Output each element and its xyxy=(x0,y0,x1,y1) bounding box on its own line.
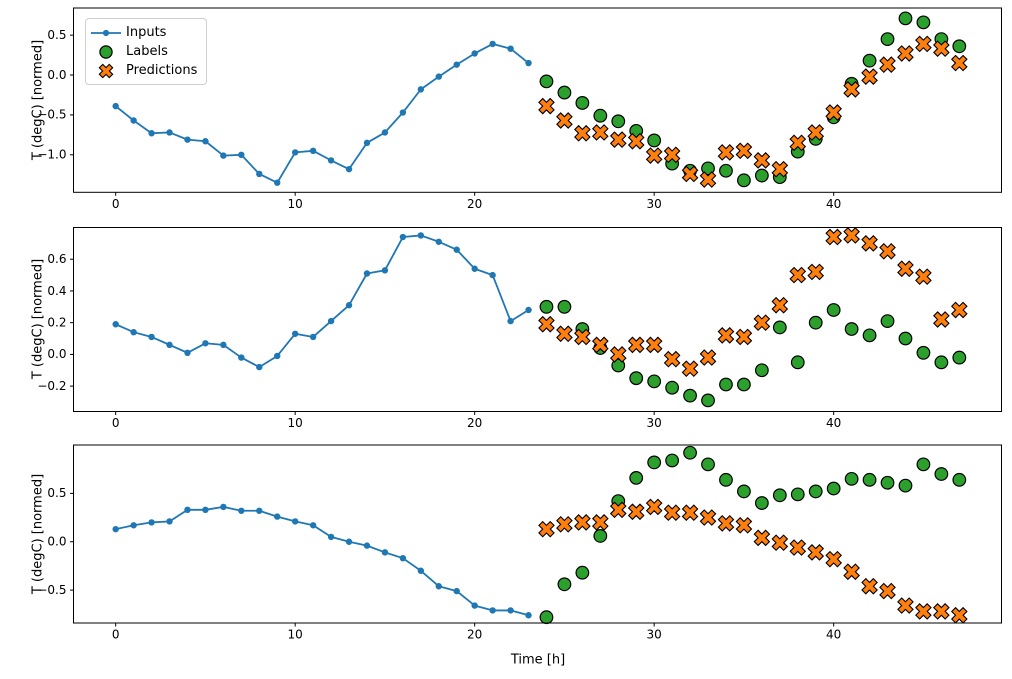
labels-circle-icon xyxy=(99,44,113,59)
legend-label-labels: Labels xyxy=(126,44,168,59)
y-tick-label: 0.5 xyxy=(47,28,66,42)
x-tick-label: 10 xyxy=(288,628,303,642)
legend-item-labels: Labels xyxy=(88,42,200,61)
x-tick-label: 10 xyxy=(288,416,303,430)
x-tick-label: 40 xyxy=(826,628,841,642)
x-tick-label: 0 xyxy=(112,628,120,642)
legend-item-inputs: Inputs xyxy=(88,23,200,42)
y-tick-label: 0.4 xyxy=(47,284,66,298)
x-tick-label: 40 xyxy=(826,416,841,430)
x-tick-label: 10 xyxy=(288,197,303,211)
subplot-3-inputs-series xyxy=(112,503,532,619)
y-tick-label: 0.0 xyxy=(47,68,66,82)
subplot-2-labels-series xyxy=(539,299,967,408)
subplot-2: 0 10 20 30 40 0.6 0.4 0.2 0.0 −0.2 xyxy=(37,227,1002,430)
legend: Inputs Labels Predictions xyxy=(85,18,207,85)
y-tick-label: 0.5 xyxy=(47,486,66,500)
x-tick-label: 20 xyxy=(467,416,482,430)
y-axis-label-subplot-2: T (degC) [normed] xyxy=(30,258,46,380)
legend-item-predictions: Predictions xyxy=(88,61,200,80)
legend-label-predictions: Predictions xyxy=(126,63,198,78)
x-axis-label: Time [h] xyxy=(510,652,566,668)
y-tick-label: −1.0 xyxy=(37,148,66,162)
y-tick-label: 0.2 xyxy=(47,316,66,330)
y-tick-label: −0.5 xyxy=(37,583,66,597)
subplot-1-labels-series xyxy=(539,11,967,188)
x-tick-label: 20 xyxy=(467,197,482,211)
x-tick-label: 40 xyxy=(826,197,841,211)
y-tick-label: −0.2 xyxy=(37,379,66,393)
y-tick-label: −0.5 xyxy=(37,108,66,122)
subplot-3: 0 10 20 30 40 0.5 0.0 −0.5 xyxy=(37,444,1002,642)
x-tick-label: 30 xyxy=(647,416,662,430)
subplot-1-inputs-series xyxy=(112,40,532,186)
predictions-x-icon xyxy=(98,63,114,78)
subplot-2-inputs-series xyxy=(112,232,532,371)
x-tick-label: 20 xyxy=(467,628,482,642)
x-tick-label: 0 xyxy=(112,416,120,430)
y-tick-label: 0.6 xyxy=(47,252,66,266)
y-tick-label: 0.0 xyxy=(47,347,66,361)
subplot-1: 0 10 20 30 40 0.5 0.0 −0.5 −1.0 xyxy=(37,7,1002,211)
subplot-2-predictions-series xyxy=(538,227,968,378)
subplot-3-labels-series xyxy=(539,445,967,625)
x-tick-label: 30 xyxy=(647,197,662,211)
legend-label-inputs: Inputs xyxy=(126,25,167,40)
subplot-1-predictions-series xyxy=(538,35,968,188)
y-tick-label: 0.0 xyxy=(47,535,66,549)
x-tick-label: 0 xyxy=(112,197,120,211)
inputs-line-icon xyxy=(91,29,121,36)
subplot-3-predictions-series xyxy=(538,498,968,624)
x-tick-label: 30 xyxy=(647,628,662,642)
y-axis-label-subplot-3: T (degC) [normed] xyxy=(30,473,46,595)
y-axis-label-subplot-1: T (degC) [normed] xyxy=(30,39,46,161)
